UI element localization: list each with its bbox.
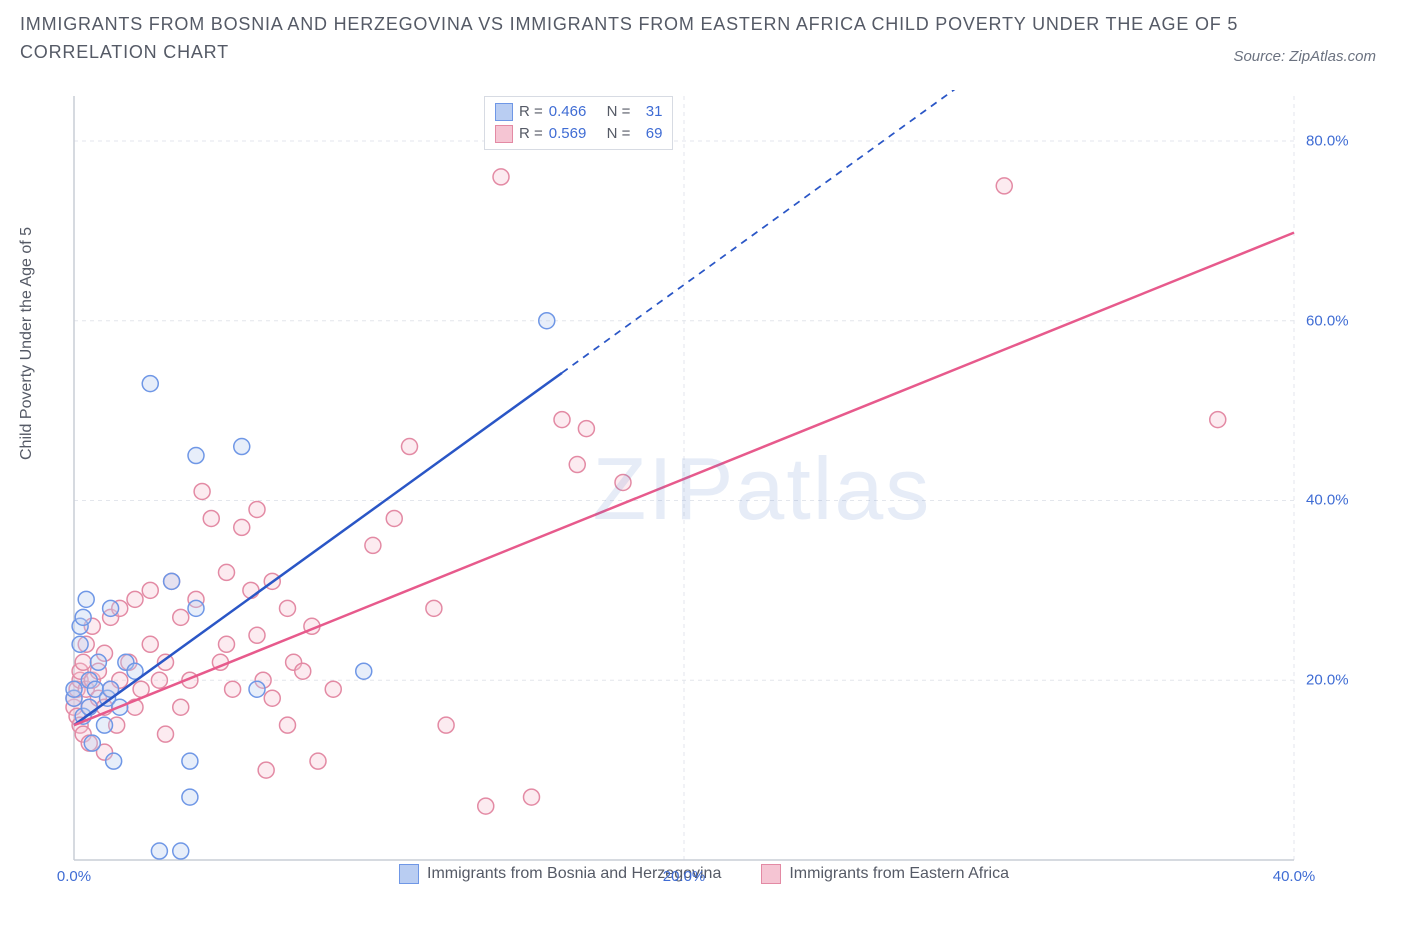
chart-title-block: IMMIGRANTS FROM BOSNIA AND HERZEGOVINA V… <box>0 0 1406 66</box>
correlation-scatter-chart: ZIPatlas R = 0.466 N = 31R = 0.569 N = 6… <box>54 90 1354 890</box>
legend-series-item: Immigrants from Eastern Africa <box>761 864 1009 884</box>
legend-correlation-stats: R = 0.466 N = 31R = 0.569 N = 69 <box>484 96 673 150</box>
legend-swatch <box>495 125 513 143</box>
legend-swatch <box>761 864 781 884</box>
chart-title-line2: CORRELATION CHART <box>20 38 1386 66</box>
x-tick-label: 20.0% <box>663 868 706 885</box>
legend-stat-row: R = 0.569 N = 69 <box>495 123 662 145</box>
legend-swatch <box>495 103 513 121</box>
source-attribution: Source: ZipAtlas.com <box>1233 48 1376 65</box>
x-tick-label: 0.0% <box>57 868 91 885</box>
y-tick-label: 20.0% <box>1306 672 1349 689</box>
y-tick-label: 40.0% <box>1306 492 1349 509</box>
y-axis-label: Child Poverty Under the Age of 5 <box>18 227 36 460</box>
chart-title-line1: IMMIGRANTS FROM BOSNIA AND HERZEGOVINA V… <box>20 10 1386 38</box>
legend-stat-row: R = 0.466 N = 31 <box>495 101 662 123</box>
legend-swatch <box>399 864 419 884</box>
legend-series-label: Immigrants from Eastern Africa <box>789 865 1009 883</box>
y-tick-label: 80.0% <box>1306 132 1349 149</box>
chart-svg <box>54 90 1354 890</box>
x-tick-label: 40.0% <box>1273 868 1316 885</box>
y-tick-label: 60.0% <box>1306 312 1349 329</box>
